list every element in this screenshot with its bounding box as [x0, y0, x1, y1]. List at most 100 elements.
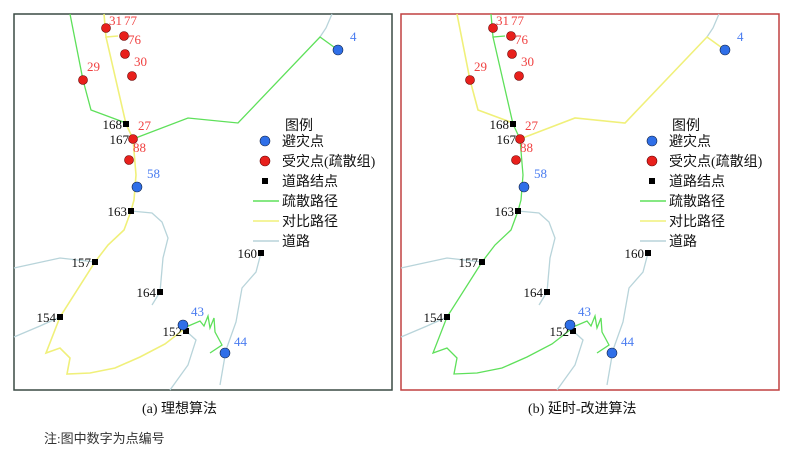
- affected-point-marker: [128, 134, 138, 144]
- shelter-point-marker: [131, 181, 143, 193]
- shelter-point-marker: [518, 181, 530, 193]
- shelter-point-marker: [719, 44, 731, 56]
- road-node-label: 160: [238, 246, 258, 261]
- affected-point-label: 76: [515, 32, 529, 47]
- road-node-label: 157: [459, 255, 479, 270]
- affected-point-label: 88: [520, 140, 533, 155]
- legend-item-label: 道路: [669, 234, 697, 250]
- affected-point-marker: [127, 71, 137, 81]
- affected-point-label: 31: [109, 13, 122, 28]
- legend-item-label: 对比路径: [669, 214, 725, 230]
- road-line: [13, 316, 61, 338]
- road-node-marker: [645, 250, 651, 256]
- affected-point-label: 77: [124, 13, 138, 28]
- legend-item-label: 道路: [282, 234, 310, 250]
- shelter-point-label: 44: [621, 334, 635, 349]
- shelter-point-label: 44: [234, 334, 248, 349]
- evacuation-route-line: [185, 313, 223, 354]
- road-node-marker: [515, 208, 521, 214]
- road-node-label: 152: [163, 324, 183, 339]
- road-node-marker: [570, 328, 576, 334]
- shelter-point-marker: [332, 44, 344, 56]
- legend-item-label: 道路结点: [669, 174, 725, 190]
- legend-shelter-icon: [259, 135, 271, 147]
- road-node-label: 157: [72, 255, 92, 270]
- affected-point-label: 77: [511, 13, 525, 28]
- shelter-point-marker: [564, 319, 576, 331]
- legend-item-label: 避灾点: [669, 133, 711, 150]
- road-node-label: 168: [103, 117, 123, 132]
- road-line: [400, 316, 448, 338]
- caption-b: (b) 延时-改进算法: [528, 402, 637, 417]
- legend-item-label: 对比路径: [282, 214, 338, 230]
- affected-point-label: 88: [133, 140, 146, 155]
- road-node-marker: [510, 121, 516, 127]
- legend-title: 图例: [672, 118, 700, 134]
- legend-shelter-icon: [646, 135, 658, 147]
- road-node-label: 160: [625, 246, 645, 261]
- affected-point-label: 31: [496, 13, 509, 28]
- road-line: [556, 330, 584, 391]
- affected-point-label: 27: [525, 118, 539, 133]
- compare-route-line: [519, 35, 726, 140]
- shelter-point-marker: [606, 347, 618, 359]
- panel-frame: [13, 13, 393, 391]
- legend-item-label: 避灾点: [282, 133, 324, 150]
- road-line: [169, 330, 197, 391]
- road-node-marker: [544, 289, 550, 295]
- road-node-label: 167: [497, 132, 517, 147]
- road-node-label: 164: [524, 285, 544, 300]
- road-node-marker: [183, 328, 189, 334]
- road-node-label: 154: [424, 310, 444, 325]
- legend-item-label: 疏散路径: [282, 194, 338, 210]
- affected-point-label: 76: [128, 32, 142, 47]
- affected-point-marker: [124, 155, 134, 165]
- affected-point-marker: [119, 31, 129, 41]
- affected-point-marker: [511, 155, 521, 165]
- affected-point-marker: [120, 49, 130, 59]
- road-node-marker: [123, 121, 129, 127]
- legend-node-icon: [262, 178, 268, 184]
- road-node-marker: [157, 289, 163, 295]
- affected-point-label: 27: [138, 118, 152, 133]
- road-node-marker: [479, 259, 485, 265]
- affected-point-label: 30: [521, 54, 534, 69]
- road-node-label: 164: [137, 285, 157, 300]
- affected-point-marker: [465, 75, 475, 85]
- shelter-point-label: 58: [534, 166, 547, 181]
- figure-note: 注:图中数字为点编号: [44, 431, 165, 446]
- road-node-label: 167: [110, 132, 130, 147]
- affected-point-label: 30: [134, 54, 147, 69]
- legend-title: 图例: [285, 118, 313, 134]
- road-node-marker: [92, 259, 98, 265]
- road-line: [319, 13, 333, 38]
- road-node-label: 154: [37, 310, 57, 325]
- shelter-point-label: 43: [578, 304, 591, 319]
- affected-point-marker: [515, 134, 525, 144]
- shelter-point-label: 58: [147, 166, 160, 181]
- road-line: [706, 13, 720, 38]
- affected-point-marker: [507, 49, 517, 59]
- affected-point-label: 29: [87, 59, 100, 74]
- legend-node-icon: [649, 178, 655, 184]
- legend-item-label: 受灾点(疏散组): [282, 153, 376, 170]
- shelter-point-marker: [219, 347, 231, 359]
- road-line: [13, 257, 96, 269]
- legend-item-label: 疏散路径: [669, 194, 725, 210]
- road-node-label: 163: [495, 204, 515, 219]
- road-node-label: 168: [490, 117, 510, 132]
- legend-item-label: 道路结点: [282, 174, 338, 190]
- road-node-marker: [57, 314, 63, 320]
- shelter-point-label: 43: [191, 304, 204, 319]
- legend-affected-icon: [259, 155, 271, 167]
- affected-point-marker: [506, 31, 516, 41]
- legend-affected-icon: [646, 155, 658, 167]
- affected-point-marker: [488, 23, 498, 33]
- road-node-marker: [258, 250, 264, 256]
- affected-point-label: 29: [474, 59, 487, 74]
- road-node-marker: [128, 208, 134, 214]
- shelter-point-label: 4: [737, 29, 744, 44]
